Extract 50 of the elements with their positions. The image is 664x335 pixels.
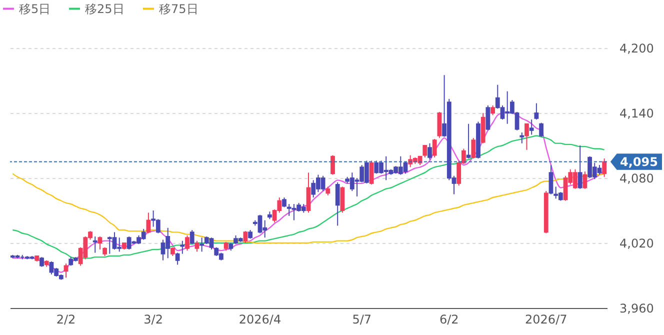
x-tick-label: 6/2 bbox=[439, 312, 459, 326]
line-series bbox=[12, 135, 605, 259]
x-tick-label: 2026/4 bbox=[238, 312, 282, 326]
candlestick bbox=[175, 252, 180, 266]
legend-label: 移25日 bbox=[85, 2, 124, 16]
x-tick-label: 2/2 bbox=[56, 312, 76, 326]
candlestick bbox=[185, 234, 190, 252]
candlestick bbox=[340, 186, 345, 214]
candlestick bbox=[428, 142, 432, 160]
candlestick bbox=[432, 138, 437, 158]
legend-label: 移5日 bbox=[19, 2, 51, 16]
candlestick bbox=[369, 160, 374, 185]
candlestick bbox=[471, 137, 476, 159]
x-tick-label: 2026/7 bbox=[525, 312, 568, 326]
y-tick-label: 4,080 bbox=[620, 172, 654, 186]
candlestick bbox=[578, 145, 582, 190]
candlestick bbox=[548, 164, 554, 195]
candlestick bbox=[582, 171, 588, 190]
candlestick bbox=[180, 240, 185, 254]
candlestick bbox=[190, 230, 194, 245]
x-tick-label: 3/2 bbox=[144, 312, 163, 326]
candlestick bbox=[243, 230, 248, 244]
candlestick bbox=[486, 104, 490, 131]
candlestick bbox=[200, 237, 204, 252]
y-tick-label: 4,020 bbox=[620, 236, 654, 250]
candlestick bbox=[282, 197, 286, 208]
x-tick-label: 5/7 bbox=[352, 312, 372, 326]
candlestick bbox=[422, 145, 428, 158]
candlestick bbox=[98, 236, 102, 250]
candlestick bbox=[437, 111, 442, 138]
candlestick bbox=[602, 158, 607, 178]
candlestick bbox=[490, 104, 495, 116]
candlestick bbox=[466, 123, 471, 159]
candlestick bbox=[330, 154, 335, 176]
candlestick bbox=[92, 236, 98, 254]
candlestick bbox=[146, 212, 151, 234]
candlestick bbox=[194, 240, 200, 252]
candlestick bbox=[306, 172, 311, 214]
candlestick bbox=[40, 256, 44, 268]
candlestick bbox=[520, 132, 524, 144]
y-tick-label: 4,200 bbox=[620, 42, 654, 56]
y-tick-label: 3,960 bbox=[620, 302, 654, 316]
candlestick bbox=[524, 123, 529, 150]
candlestick bbox=[539, 122, 544, 138]
candlestick bbox=[534, 102, 539, 120]
candlestick bbox=[335, 182, 340, 226]
candlestick bbox=[529, 119, 534, 136]
legend-label: 移75日 bbox=[159, 2, 198, 16]
y-tick-label: 4,140 bbox=[620, 106, 654, 120]
ref-line-label: 4,095 bbox=[620, 154, 658, 169]
